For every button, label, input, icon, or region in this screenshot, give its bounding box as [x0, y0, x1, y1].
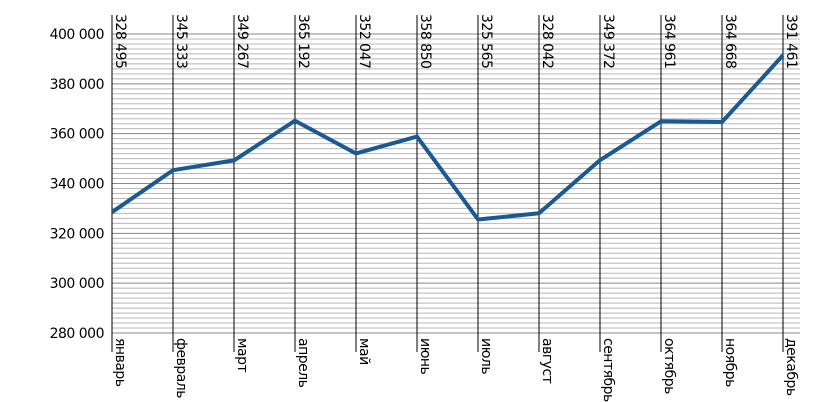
x-tick-label: февраль: [173, 338, 189, 398]
data-label: 349 372: [600, 14, 616, 68]
data-label: 349 267: [234, 14, 250, 68]
x-tick-label: март: [234, 338, 250, 373]
data-label: 328 042: [539, 14, 555, 68]
x-tick-label: апрель: [295, 338, 311, 388]
data-label: 325 565: [478, 14, 494, 68]
x-tick-label: октябрь: [661, 338, 677, 394]
data-label: 328 495: [112, 14, 128, 68]
data-label: 345 333: [173, 14, 189, 68]
data-label: 391 461: [783, 14, 799, 68]
y-tick-label: 320 000: [50, 226, 104, 242]
x-tick-label: май: [356, 338, 372, 365]
x-tick-label: июнь: [417, 338, 433, 375]
y-tick-label: 340 000: [50, 177, 104, 193]
y-tick-label: 360 000: [50, 127, 104, 143]
y-tick-label: 280 000: [50, 326, 104, 342]
data-label: 365 192: [295, 14, 311, 68]
data-label: 358 850: [417, 14, 433, 68]
data-label: 364 961: [661, 14, 677, 68]
x-tick-label: август: [539, 338, 555, 384]
x-tick-label: январь: [112, 338, 128, 387]
line: [110, 53, 785, 222]
data-label: 364 668: [722, 14, 738, 68]
x-tick-label: декабрь: [783, 338, 799, 396]
y-tick-label: 400 000: [50, 27, 104, 43]
y-tick-label: 300 000: [50, 276, 104, 292]
x-tick-label: июль: [478, 338, 494, 374]
y-tick-label: 380 000: [50, 77, 104, 93]
data-label: 352 047: [356, 14, 372, 68]
x-tick-label: сентябрь: [600, 338, 616, 402]
x-tick-label: ноябрь: [722, 338, 738, 387]
